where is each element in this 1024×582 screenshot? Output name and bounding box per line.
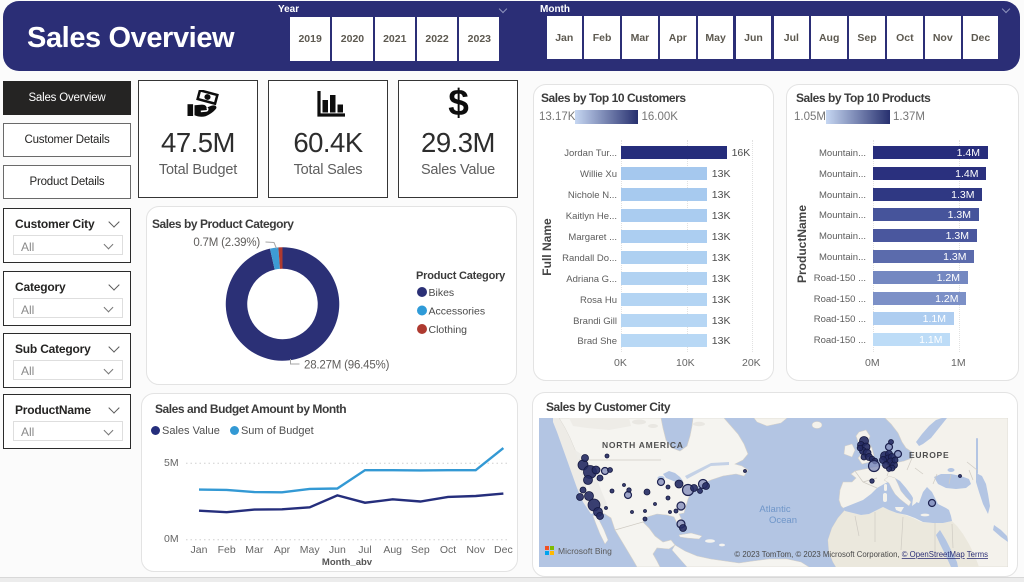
svg-text:NORTH AMERICA: NORTH AMERICA: [602, 440, 684, 450]
svg-text:Ocean: Ocean: [769, 515, 797, 526]
svg-text:Bikes: Bikes: [429, 287, 455, 299]
svg-text:Atlantic: Atlantic: [759, 504, 790, 515]
svg-text:EUROPE: EUROPE: [909, 450, 949, 460]
svg-text:0.7M (2.39%): 0.7M (2.39%): [193, 237, 260, 249]
svg-text:Accessories: Accessories: [429, 306, 486, 318]
svg-text:Clothing: Clothing: [429, 324, 468, 336]
svg-text:© 2023 TomTom, © 2023 Microsof: © 2023 TomTom, © 2023 Microsoft Corporat…: [734, 550, 988, 559]
svg-text:Microsoft Bing: Microsoft Bing: [558, 546, 612, 556]
svg-text:Product Category: Product Category: [416, 270, 506, 282]
svg-text:28.27M (96.45%): 28.27M (96.45%): [304, 360, 390, 372]
